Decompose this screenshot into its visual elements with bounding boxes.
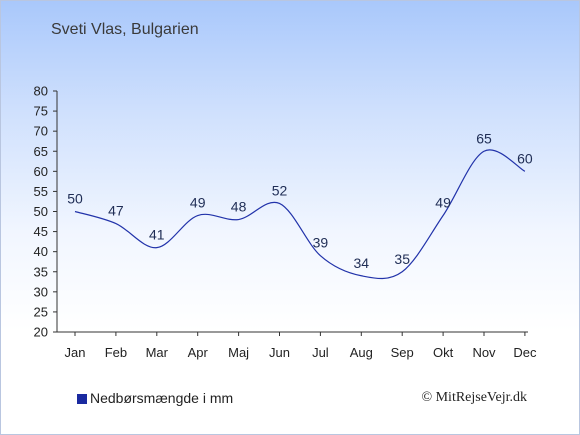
y-tick-label: 70 — [34, 124, 48, 139]
x-tick-label: Jun — [269, 345, 290, 360]
legend-label: Nedbørsmængde i mm — [90, 390, 234, 406]
x-tick-label: Aug — [350, 345, 373, 360]
y-tick-label: 50 — [34, 204, 48, 219]
y-tick-label: 60 — [34, 164, 48, 179]
y-tick-label: 55 — [34, 184, 48, 199]
data-label: 47 — [108, 203, 124, 219]
data-label: 35 — [394, 251, 410, 267]
y-tick-label: 35 — [34, 264, 48, 279]
legend-swatch — [77, 394, 87, 404]
legend: Nedbørsmængde i mm — [77, 390, 233, 406]
x-tick-label: Dec — [513, 345, 537, 360]
x-tick-label: Mar — [146, 345, 169, 360]
data-label: 52 — [272, 182, 288, 198]
x-tick-label: Apr — [188, 345, 209, 360]
y-tick-label: 75 — [34, 104, 48, 119]
x-tick-label: Okt — [433, 345, 454, 360]
data-label: 39 — [313, 235, 329, 251]
x-tick-label: Jul — [312, 345, 329, 360]
data-label: 49 — [190, 195, 206, 211]
data-label: 60 — [517, 150, 533, 166]
x-tick-label: Feb — [105, 345, 127, 360]
source-credit: © MitRejseVejr.dk — [421, 390, 527, 405]
data-label: 50 — [67, 191, 83, 207]
y-tick-label: 30 — [34, 284, 48, 299]
data-label: 49 — [435, 195, 451, 211]
series-line — [74, 149, 526, 280]
x-tick-label: Nov — [472, 345, 496, 360]
y-tick-label: 40 — [34, 244, 48, 259]
y-tick-label: 45 — [34, 224, 48, 239]
y-tick-label: 65 — [34, 144, 48, 159]
data-label: 48 — [231, 199, 247, 215]
data-label: 41 — [149, 227, 165, 243]
data-label: 65 — [476, 130, 492, 146]
x-tick-label: Maj — [228, 345, 249, 360]
x-tick-label: Sep — [391, 345, 414, 360]
y-tick-label: 80 — [34, 84, 48, 99]
chart-title: Sveti Vlas, Bulgarien — [51, 21, 199, 38]
y-tick-label: 25 — [34, 304, 48, 319]
x-tick-label: Jan — [65, 345, 86, 360]
data-label: 34 — [354, 255, 370, 271]
y-tick-label: 20 — [34, 325, 48, 340]
